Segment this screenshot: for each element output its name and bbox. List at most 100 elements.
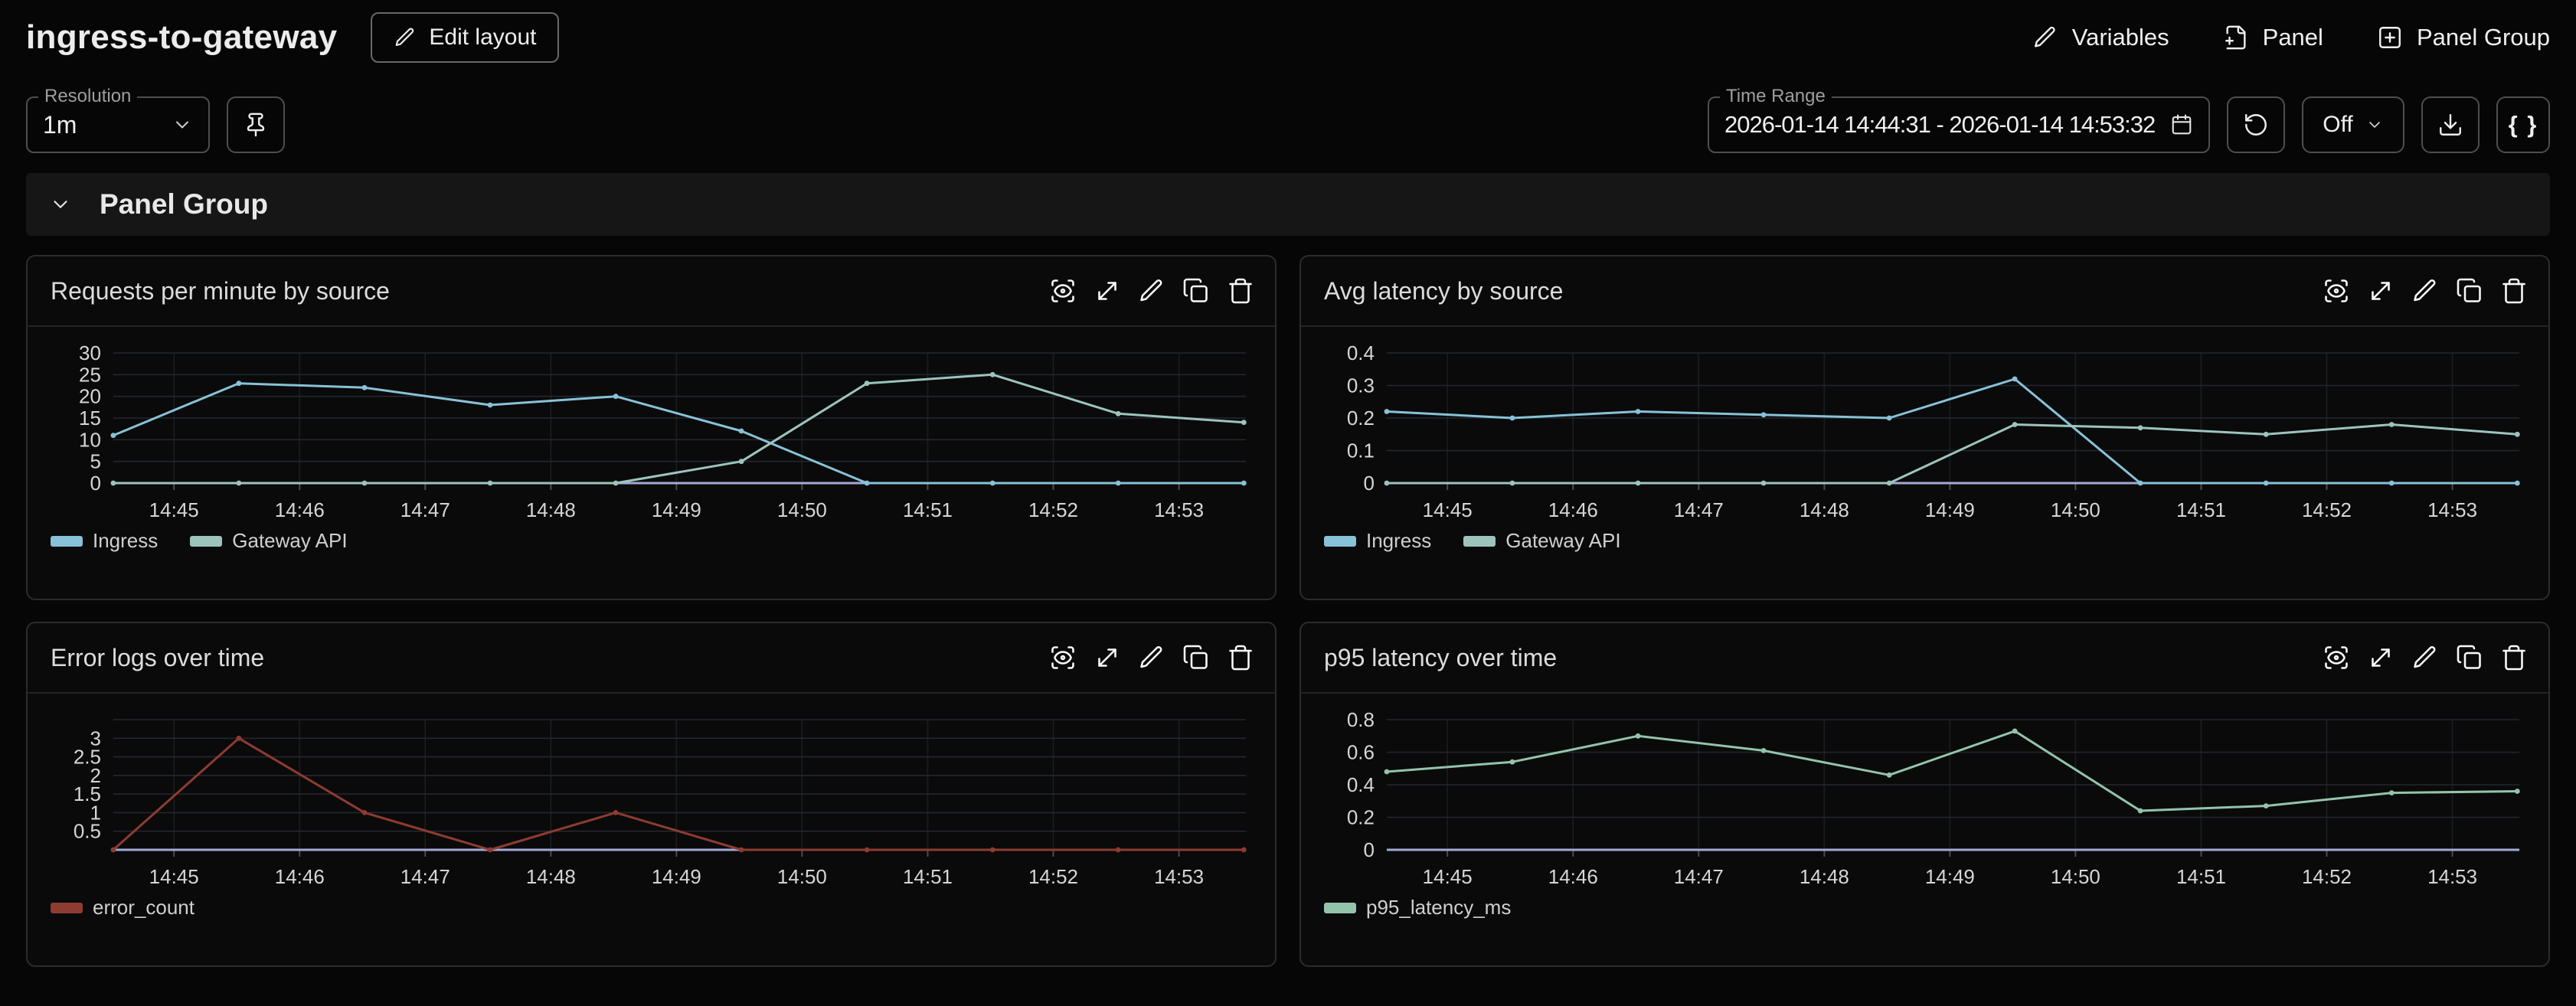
svg-text:14:53: 14:53 <box>1154 498 1204 521</box>
pencil-icon <box>1140 279 1162 302</box>
add-panel-group-label: Panel Group <box>2416 24 2550 51</box>
variables-button[interactable]: Variables <box>2032 24 2169 51</box>
panel-title: Avg latency by source <box>1324 276 1564 305</box>
svg-text:14:46: 14:46 <box>275 498 325 521</box>
panel-header: p95 latency over time <box>1301 623 2548 694</box>
svg-text:14:48: 14:48 <box>1800 498 1849 521</box>
panel-header: Avg latency by source <box>1301 256 2548 327</box>
download-icon <box>2440 114 2461 136</box>
panel-edit-button[interactable] <box>2409 275 2441 307</box>
resolution-select[interactable]: Resolution 1m <box>26 86 210 153</box>
svg-text:14:49: 14:49 <box>1925 865 1975 888</box>
pin-resolution-button[interactable] <box>227 96 285 153</box>
legend-item[interactable]: Ingress <box>1324 529 1431 553</box>
panel-title: Error logs over time <box>51 643 265 671</box>
svg-text:0.8: 0.8 <box>1347 708 1375 731</box>
time-range-input[interactable]: Time Range 2026-01-14 14:44:31 - 2026-01… <box>1708 86 2210 153</box>
panel-expand-button[interactable] <box>1091 275 1123 307</box>
svg-text:14:49: 14:49 <box>652 498 701 521</box>
panel-delete-button[interactable] <box>2498 642 2530 674</box>
legend-item[interactable]: Ingress <box>51 529 158 553</box>
chart-legend: p95_latency_ms <box>1301 894 2548 919</box>
svg-text:0: 0 <box>1363 472 1374 495</box>
square-plus-icon <box>2378 27 2401 48</box>
panel-toolbar <box>1047 275 1257 307</box>
legend-item[interactable]: Gateway API <box>190 529 348 553</box>
svg-text:14:53: 14:53 <box>2427 865 2477 888</box>
trash-icon <box>2502 645 2525 671</box>
panel-delete-button[interactable] <box>1224 642 1257 674</box>
svg-text:2.5: 2.5 <box>74 746 101 769</box>
panel-edit-button[interactable] <box>1136 275 1168 307</box>
panel-expand-button[interactable] <box>1091 642 1123 674</box>
copy-icon <box>2457 645 2481 669</box>
panel-duplicate-button[interactable] <box>2453 642 2486 674</box>
download-button[interactable] <box>2421 96 2480 153</box>
legend-item[interactable]: error_count <box>51 896 195 919</box>
svg-text:1: 1 <box>90 801 100 824</box>
refresh-button[interactable] <box>2227 96 2285 153</box>
dashboard-title: ingress-to-gateway <box>26 18 338 56</box>
chart-canvas: 14:45 14:46 14:47 14:48 14:49 14:50 14:51 14:52… <box>1347 708 2520 888</box>
legend-item[interactable]: p95_latency_ms <box>1324 896 1511 919</box>
panel-query-preview-button[interactable] <box>1047 642 1079 674</box>
panel-group-header[interactable]: Panel Group <box>26 173 2550 236</box>
panel-query-preview-button[interactable] <box>1047 275 1079 307</box>
copy-icon <box>1183 645 1208 669</box>
chart-canvas: 14:45 14:46 14:47 14:48 14:49 14:50 14:51 14:52… <box>79 341 1247 521</box>
add-panel-label: Panel <box>2262 24 2323 51</box>
panel-edit-button[interactable] <box>1136 642 1168 674</box>
expand-icon <box>1098 648 1116 667</box>
panel-delete-button[interactable] <box>2498 275 2530 307</box>
refresh-ccw-icon <box>2245 114 2267 136</box>
legend-swatch <box>1324 902 1356 913</box>
svg-text:3: 3 <box>90 727 100 750</box>
pencil-icon <box>396 28 414 47</box>
svg-text:14:50: 14:50 <box>777 865 827 888</box>
panel-duplicate-button[interactable] <box>1180 275 1212 307</box>
panel-query-preview-button[interactable] <box>2320 275 2352 307</box>
copy-icon <box>2457 278 2481 302</box>
add-panel-button[interactable]: Panel <box>2223 24 2323 51</box>
trash-icon <box>1229 645 1252 671</box>
svg-text:0.1: 0.1 <box>1347 439 1375 462</box>
panel-expand-button[interactable] <box>2365 275 2397 307</box>
edit-layout-button[interactable]: Edit layout <box>371 12 560 63</box>
svg-text:0.4: 0.4 <box>1347 341 1375 364</box>
legend-swatch <box>190 535 223 547</box>
panel-duplicate-button[interactable] <box>1180 642 1212 674</box>
panel-expand-button[interactable] <box>2365 642 2397 674</box>
svg-text:30: 30 <box>79 341 101 364</box>
svg-text:14:48: 14:48 <box>526 498 576 521</box>
svg-text:14:47: 14:47 <box>400 498 450 521</box>
pencil-icon <box>2414 646 2436 668</box>
add-panel-group-button[interactable]: Panel Group <box>2377 24 2550 51</box>
calendar-icon <box>2172 114 2192 135</box>
panel-card: p95 latency over time 14:45 14:46 14:47 14:… <box>1299 622 2550 967</box>
chart-legend: Ingress Gateway API <box>1301 527 2548 553</box>
panel-duplicate-button[interactable] <box>2453 275 2486 307</box>
panel-edit-button[interactable] <box>2409 642 2441 674</box>
chart-canvas: 14:45 14:46 14:47 14:48 14:49 14:50 14:51 14:52… <box>74 719 1247 888</box>
svg-text:14:46: 14:46 <box>275 865 325 888</box>
title-row: ingress-to-gateway Edit layout <box>26 12 560 63</box>
expand-icon <box>2372 282 2390 300</box>
panel-delete-button[interactable] <box>1224 275 1257 307</box>
refresh-interval-select[interactable]: Off <box>2302 96 2404 153</box>
svg-text:14:51: 14:51 <box>2176 865 2226 888</box>
trash-icon <box>2502 278 2525 304</box>
svg-text:14:53: 14:53 <box>1154 865 1204 888</box>
svg-text:14:47: 14:47 <box>1674 865 1724 888</box>
view-json-button[interactable]: { } <box>2496 96 2550 153</box>
svg-text:25: 25 <box>79 363 101 386</box>
svg-text:14:45: 14:45 <box>149 865 199 888</box>
svg-text:0.4: 0.4 <box>1347 773 1375 796</box>
app-header: ingress-to-gateway Edit layout Variables… <box>26 0 2550 75</box>
chevron-down-icon[interactable] <box>49 193 72 216</box>
panel-toolbar <box>1047 642 1257 674</box>
panel-card: Avg latency by source 14:45 14:46 14:47 14:… <box>1299 255 2550 600</box>
legend-label: Ingress <box>1366 529 1432 552</box>
legend-item[interactable]: Gateway API <box>1463 529 1621 553</box>
panel-query-preview-button[interactable] <box>2320 642 2352 674</box>
svg-text:2: 2 <box>90 764 100 787</box>
